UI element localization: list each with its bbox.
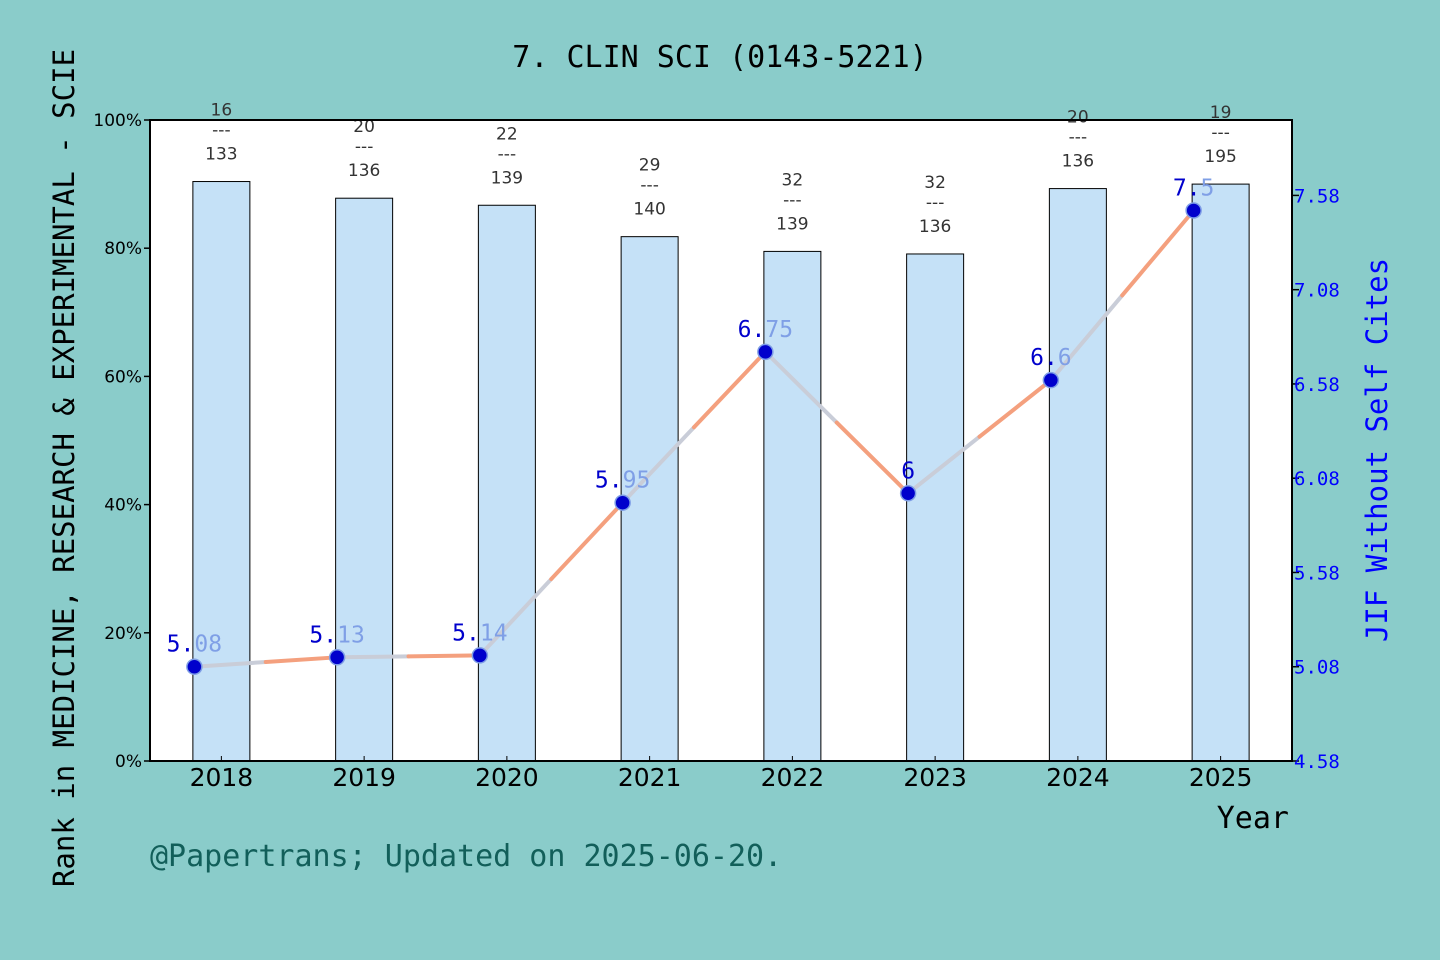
jif-point-2020 [471, 647, 489, 664]
line-segment [477, 577, 554, 658]
left-tick-label: 40% [104, 496, 142, 516]
rank-label-top: 20 [353, 117, 375, 137]
x-tick-label-2021: 2021 [618, 763, 682, 792]
bar-2019 [335, 197, 394, 762]
rank-labels-layer: 16---13320---13622---13929---14032---139… [205, 101, 1237, 237]
line-segment [335, 654, 411, 660]
line-segment [620, 425, 696, 505]
jif-value-label: 7.5 [1173, 175, 1215, 201]
bar-2021 [620, 236, 679, 762]
rank-label-bottom: 195 [1204, 147, 1236, 167]
rank-label-top: 19 [1210, 103, 1232, 123]
line-segment [1120, 208, 1196, 298]
rank-label-bottom: 140 [633, 200, 665, 220]
line-segment [1048, 293, 1125, 383]
line-segment [192, 660, 268, 669]
credit-text: @Papertrans; Updated on 2025-06-20. [150, 839, 782, 874]
rank-label-bottom: 136 [919, 217, 951, 237]
line-segment [763, 349, 839, 425]
rank-label-top: 20 [1067, 108, 1089, 128]
line-segment [692, 349, 768, 430]
rank-label-top: 16 [211, 101, 233, 121]
left-tick-label: 0% [115, 752, 142, 772]
rank-label-separator: --- [212, 121, 230, 141]
bar-2023 [906, 253, 965, 762]
x-tick-label-2024: 2024 [1046, 763, 1110, 792]
right-tick-label: 7.08 [1294, 280, 1340, 302]
rank-label-bottom: 139 [491, 168, 523, 188]
jif-point-2023 [899, 485, 917, 502]
right-tick-label: 6.58 [1294, 374, 1340, 396]
rank-label-bottom: 139 [776, 214, 808, 234]
jif-value-label: 5.14 [452, 620, 507, 646]
points-layer [186, 202, 1202, 675]
rank-label-separator: --- [355, 137, 373, 157]
line-segment [263, 655, 340, 665]
jif-value-label: 5.08 [167, 632, 222, 658]
left-axis: 0% 20% 40% 60% 80% 100% [93, 111, 150, 772]
right-tick-label: 5.58 [1294, 562, 1340, 584]
rank-label-separator: --- [783, 190, 801, 210]
jif-labels-layer: 5.08 5.13 5.14 5.95 6.75 6 6.6 7.5 [167, 175, 1215, 657]
jif-point-2022 [757, 343, 774, 361]
jif-value-label: 6.75 [738, 317, 793, 343]
right-axis: 4.58 5.08 5.58 6.08 6.58 7.08 7.58 [1292, 185, 1340, 773]
rank-label-separator: --- [926, 193, 944, 213]
y-axis-title-left: Rank in MEDICINE, RESEARCH & EXPERIMENTA… [47, 49, 81, 887]
bar-2024 [1048, 188, 1107, 762]
line-segment [406, 653, 482, 659]
rank-label-bottom: 133 [205, 145, 237, 165]
bars-layer [192, 181, 1250, 762]
jif-value-label: 5.95 [595, 468, 650, 494]
x-axis-title: Year [1217, 801, 1289, 836]
jif-value-label: 6 [901, 458, 915, 484]
rank-label-top: 29 [639, 156, 661, 176]
left-tick-label: 80% [104, 239, 142, 259]
rank-label-top: 32 [782, 170, 804, 190]
jif-point-2019 [328, 649, 346, 666]
rank-label-bottom: 136 [348, 161, 380, 181]
x-tick-label-2022: 2022 [761, 763, 825, 792]
x-tick-label-2019: 2019 [332, 763, 396, 792]
right-tick-label: 7.58 [1294, 185, 1340, 207]
jif-point-2018 [186, 658, 203, 675]
jif-point-2024 [1042, 371, 1060, 389]
rank-label-top: 32 [924, 173, 946, 193]
right-tick-label: 4.58 [1294, 751, 1340, 773]
bar-2022 [763, 250, 822, 762]
x-tick-label-2023: 2023 [903, 763, 967, 792]
jif-value-label: 5.13 [309, 622, 364, 648]
x-tick-label-2018: 2018 [190, 763, 254, 792]
right-tick-label: 5.08 [1294, 657, 1340, 679]
jif-point-2025 [1185, 202, 1202, 219]
line-layer [192, 208, 1196, 669]
left-tick-label: 100% [93, 111, 142, 131]
x-tick-label-2025: 2025 [1189, 763, 1253, 792]
line-segment [549, 500, 625, 582]
rank-label-separator: --- [1211, 123, 1229, 143]
line-segment [977, 378, 1053, 439]
plot-frame [149, 119, 1293, 762]
x-axis: 2018 2019 2020 2021 2022 2023 2024 2025 [190, 756, 1253, 792]
right-tick-label: 6.08 [1294, 468, 1340, 490]
jif-point-2021 [614, 494, 631, 511]
bar-2020 [477, 204, 536, 762]
left-tick-label: 20% [104, 624, 142, 644]
chart-title: 7. CLIN SCI (0143-5221) [512, 40, 927, 75]
bar-2025 [1191, 183, 1250, 762]
rank-label-separator: --- [498, 144, 516, 164]
line-segment [834, 420, 911, 496]
rank-label-bottom: 136 [1062, 152, 1094, 172]
y-axis-title-right: JIF Without Self Cites [1360, 258, 1394, 642]
rank-label-separator: --- [640, 176, 658, 196]
jif-value-label: 6.6 [1030, 345, 1072, 371]
left-tick-label: 60% [104, 367, 142, 387]
x-tick-label-2020: 2020 [475, 763, 539, 792]
rank-label-top: 22 [496, 124, 518, 144]
bar-2018 [192, 181, 251, 762]
line-segment [906, 434, 982, 496]
plot-area [150, 120, 1292, 761]
rank-label-separator: --- [1069, 128, 1087, 148]
